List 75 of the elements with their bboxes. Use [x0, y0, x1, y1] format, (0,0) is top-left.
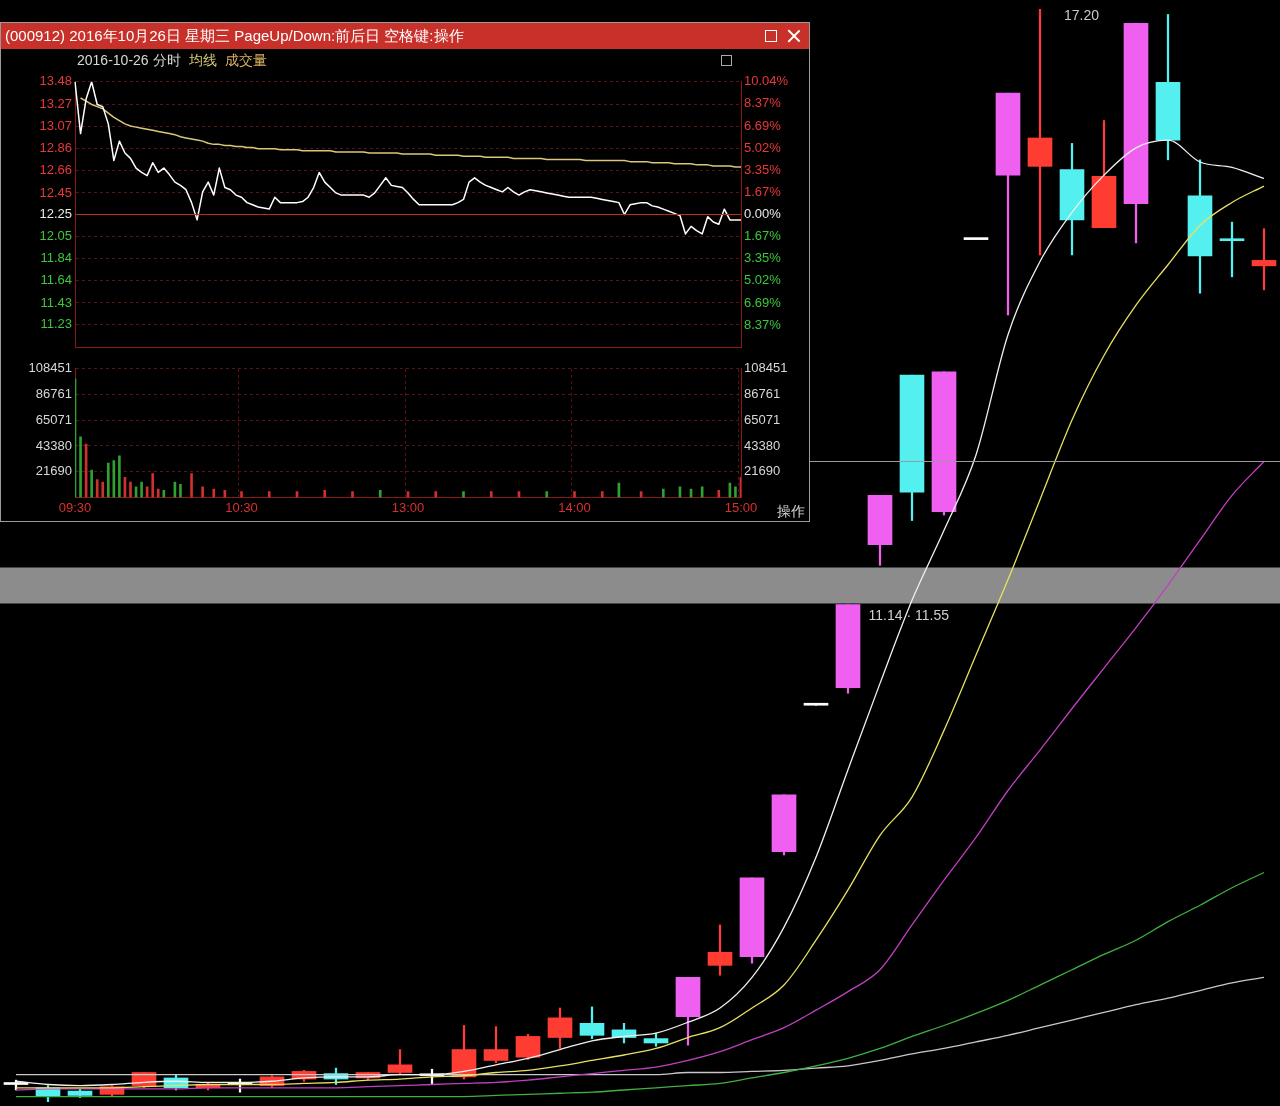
text: 成交量	[224, 52, 267, 68]
y2-tick-label: 6.69%	[744, 117, 782, 133]
y-tick-label: 12.86	[39, 140, 72, 156]
y2-tick-label: 5.02%	[744, 272, 782, 288]
bar	[106, 462, 110, 498]
x-tick-label: 15:00	[724, 499, 758, 515]
bar	[323, 489, 327, 498]
bar	[434, 491, 438, 498]
y-tick-label: 43380	[35, 437, 72, 453]
bar	[201, 486, 204, 498]
y-tick-label: 21690	[35, 463, 72, 479]
bar	[351, 491, 354, 498]
y2-tick-label: 86761	[744, 386, 781, 402]
y-tick-label: 11.64	[40, 271, 72, 287]
bar	[101, 481, 105, 498]
bar	[129, 481, 132, 498]
bar	[162, 489, 166, 498]
bar	[156, 488, 160, 498]
y2-tick-label: 6.69%	[744, 294, 782, 310]
bar	[118, 455, 121, 498]
y-tick-label: 12.25	[39, 206, 72, 222]
bar	[95, 479, 99, 498]
bar	[90, 469, 93, 498]
y2-tick-label: 1.67%	[744, 184, 782, 200]
y2-tick-label: 10.04%	[744, 73, 789, 89]
bar	[734, 486, 737, 498]
y-tick-label: 13.48	[39, 73, 72, 89]
bar	[267, 491, 271, 498]
y2-tick-label: 8.37%	[744, 95, 782, 111]
bar	[462, 491, 465, 498]
annotation: 17.20	[1064, 6, 1100, 23]
chart-title: (000912) 2016年10月26日 星期三 PageUp/Down:前后日 空格键:操作	[5, 27, 464, 44]
y-tick-label: 13.27	[39, 96, 72, 112]
y2-tick-label: 43380	[744, 437, 781, 453]
x-tick-label: 14:00	[558, 499, 591, 515]
bar	[151, 473, 155, 498]
bar	[717, 489, 721, 498]
y-tick-label: 12.66	[39, 161, 72, 177]
y-tick-label: 11.23	[40, 316, 72, 332]
chart-subtitle: 2016-10-26 分时	[77, 52, 181, 68]
y2-tick-label: 0.00%	[744, 206, 782, 222]
bar	[140, 481, 143, 498]
y-tick-label: 108451	[28, 360, 72, 376]
x-tick-label: 13:00	[391, 499, 425, 515]
bar	[179, 484, 182, 498]
y-tick-label: 12.45	[39, 184, 72, 200]
annotation: 操作	[777, 502, 805, 519]
y-tick-label: 65071	[35, 411, 72, 427]
bar	[190, 473, 193, 498]
y2-tick-label: 5.02%	[744, 139, 782, 155]
bar	[240, 491, 243, 498]
bar	[573, 491, 576, 498]
y2-tick-label: 3.35%	[744, 161, 782, 177]
bar	[545, 491, 549, 498]
bar	[212, 488, 216, 498]
y2-tick-label: 1.67%	[744, 228, 782, 244]
x-tick-label: 09:30	[58, 499, 92, 515]
bar	[489, 491, 493, 498]
y-tick-label: 13.07	[39, 117, 72, 133]
band-label: 11.14 · 11.55	[868, 607, 950, 624]
y2-tick-label: 8.37%	[744, 316, 782, 332]
bar	[378, 489, 382, 498]
y2-tick-label: 3.35%	[744, 250, 782, 266]
bar	[661, 488, 665, 498]
x-tick-label: 10:30	[225, 499, 258, 515]
bar	[79, 436, 82, 498]
y-tick-label: 11.43	[40, 294, 72, 310]
y2-tick-label: 21690	[744, 463, 781, 479]
y-tick-label: 86761	[35, 386, 72, 402]
y-tick-label: 12.05	[39, 227, 72, 243]
y2-tick-label: 65071	[744, 411, 781, 427]
y2-tick-label: 108451	[744, 360, 788, 376]
bar	[600, 491, 604, 498]
text: 均线	[188, 52, 217, 68]
y-tick-label: 11.84	[40, 250, 72, 266]
